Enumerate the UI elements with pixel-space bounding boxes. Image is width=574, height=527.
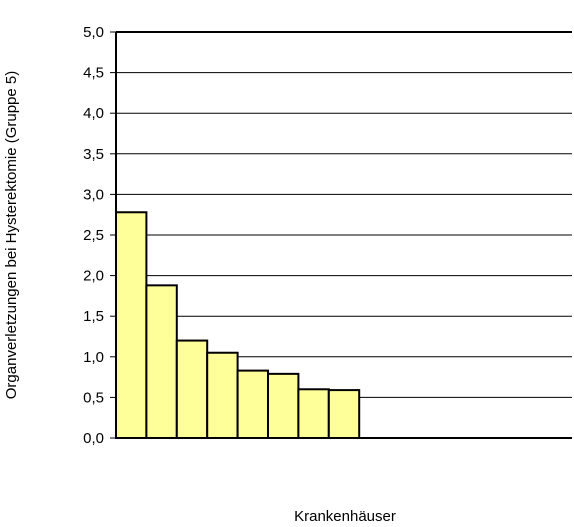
y-tick-label: 1,0 bbox=[83, 349, 104, 366]
bar bbox=[145, 284, 178, 439]
y-tick-labels: 0,0 0,5 1,0 1,5 2,0 2,5 3,0 3,5 4,0 4,5 5,0 bbox=[83, 24, 104, 447]
y-tick-label: 0,0 bbox=[83, 430, 104, 447]
y-tick-label: 0,5 bbox=[83, 389, 104, 406]
y-tick-label: 2,5 bbox=[83, 227, 104, 244]
bars bbox=[115, 211, 361, 440]
bar bbox=[327, 389, 361, 440]
axes bbox=[110, 31, 572, 439]
bar bbox=[297, 388, 330, 439]
bar bbox=[236, 369, 270, 439]
y-tick-label: 2,0 bbox=[83, 268, 104, 285]
bar bbox=[267, 372, 300, 439]
bar bbox=[115, 211, 148, 439]
bar bbox=[175, 339, 209, 439]
y-tick-label: 3,5 bbox=[83, 146, 104, 163]
y-tick-label: 4,5 bbox=[83, 65, 104, 82]
y-tick-label: 1,5 bbox=[83, 308, 104, 325]
y-tick-label: 4,0 bbox=[83, 105, 104, 122]
y-axis-title: Organverletzungen bei Hysterektomie (Gru… bbox=[3, 71, 20, 400]
y-tick-label: 5,0 bbox=[83, 24, 104, 41]
bar bbox=[206, 351, 239, 439]
y-tick-label: 3,0 bbox=[83, 186, 104, 203]
x-axis-title: Krankenhäuser bbox=[294, 508, 396, 525]
